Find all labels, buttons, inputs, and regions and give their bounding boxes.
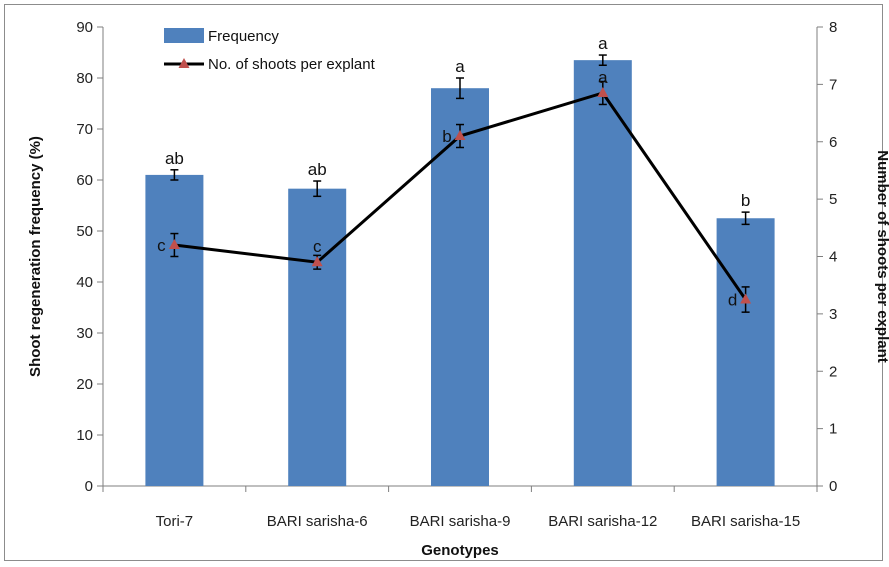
frequency-significance-letter: ab [308, 160, 327, 179]
left-tick-label: 50 [76, 223, 93, 240]
x-tick-label: BARI sarisha-6 [267, 513, 368, 530]
left-tick-label: 20 [76, 376, 93, 393]
frequency-significance-letter: b [741, 191, 750, 210]
right-tick-label: 8 [829, 19, 837, 36]
left-tick-label: 40 [76, 274, 93, 291]
y2-axis-title: Number of shoots per explant [874, 150, 889, 363]
right-tick-label: 4 [829, 249, 837, 266]
shoots-significance-letter: a [598, 68, 608, 87]
shoots-significance-letter: c [157, 236, 166, 255]
left-tick-label: 60 [76, 172, 93, 189]
legend-shoots-label: No. of shoots per explant [208, 56, 376, 73]
shoots-point [740, 293, 752, 304]
shoots-point [311, 256, 323, 267]
x-tick-label: BARI sarisha-15 [691, 513, 800, 530]
frequency-bar [288, 188, 347, 487]
right-tick-label: 1 [829, 421, 837, 438]
shoots-point [597, 86, 609, 97]
x-tick-label: BARI sarisha-9 [410, 513, 511, 530]
shoots-point [168, 239, 180, 250]
right-tick-label: 6 [829, 134, 837, 151]
right-tick-label: 5 [829, 191, 837, 208]
x-tick-label: BARI sarisha-12 [548, 513, 657, 530]
y-axis-title: Shoot regeneration frequency (%) [27, 136, 44, 377]
left-tick-label: 90 [76, 19, 93, 36]
legend-shoots-marker [178, 58, 190, 68]
right-tick-label: 7 [829, 76, 837, 93]
legend-frequency-swatch [164, 28, 204, 43]
right-tick-label: 2 [829, 363, 837, 380]
frequency-significance-letter: a [598, 34, 608, 53]
shoots-significance-letter: c [313, 237, 322, 256]
left-tick-label: 0 [85, 478, 93, 495]
shoots-significance-letter: d [728, 291, 737, 310]
right-tick-label: 0 [829, 478, 837, 495]
frequency-bar [145, 174, 204, 486]
shoots-point [454, 130, 466, 141]
shoots-significance-letter: b [442, 127, 451, 146]
right-tick-label: 3 [829, 306, 837, 323]
x-tick-label: Tori-7 [156, 513, 194, 530]
frequency-bar [573, 60, 632, 487]
left-tick-label: 30 [76, 325, 93, 342]
left-tick-label: 70 [76, 121, 93, 138]
left-tick-label: 80 [76, 70, 93, 87]
frequency-bar [716, 218, 775, 486]
x-axis-title: Genotypes [421, 542, 499, 559]
frequency-significance-letter: ab [165, 149, 184, 168]
legend-frequency-label: Frequency [208, 28, 279, 45]
left-tick-label: 10 [76, 427, 93, 444]
frequency-significance-letter: a [455, 57, 465, 76]
